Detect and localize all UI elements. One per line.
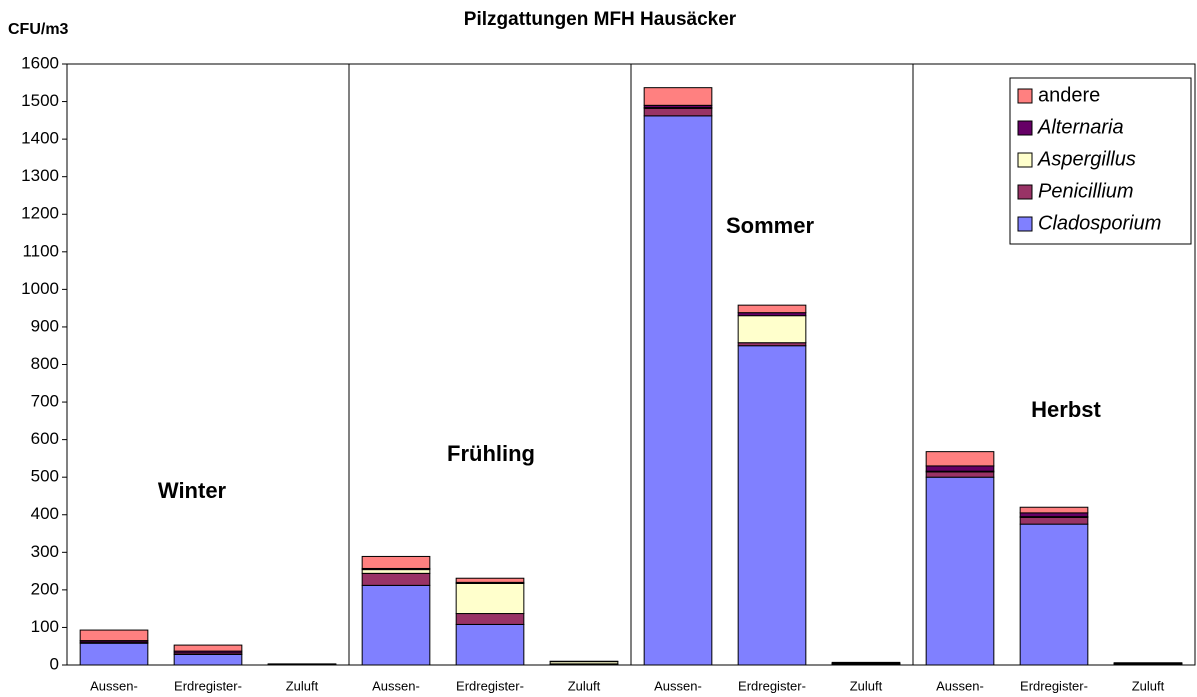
bar-segment [455,623,525,666]
bar-segment [173,644,243,652]
legend-swatch [1017,152,1033,168]
bar-segment [173,653,243,666]
bar-segment [643,115,713,666]
legend-swatch [1017,216,1033,232]
legend-swatch [1017,88,1033,104]
legend-box [1009,77,1192,245]
bar-segment [79,629,149,642]
bar-segment [361,555,431,569]
bar-segment [79,642,149,666]
y-tick-label: 1000 [21,279,59,298]
y-tick-label: 1400 [21,129,59,148]
chart-title: Pilzgattungen MFH Hausäcker [464,9,737,30]
x-tick-label: Aussen- [372,678,420,693]
season-label: Frühling [447,441,535,466]
bar-segment [361,569,431,574]
y-tick-label: 100 [31,617,59,636]
y-axis-label: CFU/m3 [8,21,69,38]
x-tick-label: Erdregister- [174,678,242,693]
x-tick-label: Erdregister- [456,678,524,693]
y-tick-label: 600 [31,429,59,448]
legend-swatch [1017,184,1033,200]
legend-label: andere [1038,84,1100,106]
y-tick-label: 1600 [21,53,59,72]
y-tick-label: 300 [31,542,59,561]
bar-segment [1019,512,1089,518]
y-tick-label: 1100 [22,241,59,260]
bar-segment [1019,523,1089,666]
y-tick-label: 0 [50,654,59,673]
bar-segment [361,584,431,666]
y-tick-label: 700 [31,392,59,411]
legend-label: Penicillium [1038,180,1134,202]
y-tick-label: 1500 [21,91,59,110]
bar-segment [1019,516,1089,525]
bar-segment [455,613,525,625]
bar-segment [643,107,713,117]
legend-label: Cladosporium [1038,212,1161,234]
x-tick-label: Erdregister- [1020,678,1088,693]
legend-swatch [1017,120,1033,136]
x-tick-label: Zuluft [568,678,601,693]
bar-segment [831,661,901,664]
bar-segment [925,465,995,472]
bar-segment [1019,506,1089,514]
y-tick-label: 800 [31,354,59,373]
y-tick-label: 400 [31,504,59,523]
bar-segment [737,315,807,344]
x-tick-label: Zuluft [286,678,319,693]
bar-segment [925,451,995,467]
x-tick-label: Zuluft [1132,678,1165,693]
bar-segment [925,476,995,666]
bar-segment [455,582,525,615]
bar-segment [925,471,995,478]
season-label: Sommer [726,213,814,238]
y-tick-label: 1200 [21,204,59,223]
season-label: Herbst [1031,397,1101,422]
x-tick-label: Zuluft [850,678,883,693]
legend-label: Aspergillus [1037,148,1136,170]
bar-segment [643,87,713,106]
x-tick-label: Aussen- [936,678,984,693]
bar-segment [737,304,807,314]
season-label: Winter [158,478,227,503]
bar-segment [737,345,807,666]
y-tick-label: 900 [31,316,59,335]
legend-label: Alternaria [1037,116,1124,138]
y-tick-label: 500 [31,467,59,486]
x-tick-label: Aussen- [654,678,702,693]
bar-segment [455,577,525,583]
y-tick-label: 200 [31,579,59,598]
y-tick-label: 1300 [21,166,59,185]
bar-segment [361,572,431,586]
x-tick-label: Aussen- [90,678,138,693]
x-tick-label: Erdregister- [738,678,806,693]
